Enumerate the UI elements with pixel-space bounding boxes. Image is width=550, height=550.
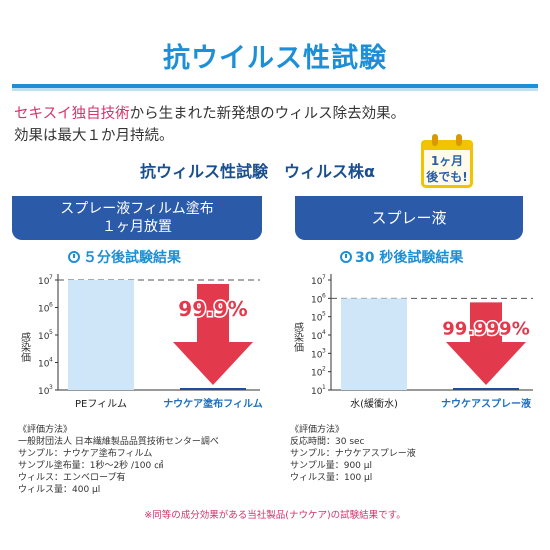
right-result-title: 30 秒後試験結果	[340, 247, 463, 267]
clock-icon	[68, 251, 80, 263]
note-line: ウィルス：エンベロープ有	[18, 473, 126, 483]
calendar-icon: 1ヶ月 後でも!	[418, 130, 476, 190]
y-tick-label: 10	[311, 387, 323, 397]
left-notes: 《評価方法》 一般財団法人 日本繊維製品品質技術センター調べ サンプル：ナウケア…	[18, 424, 219, 496]
category-label: ナウケアスプレー液	[441, 397, 531, 410]
y-tick-label: 10	[311, 295, 323, 305]
intro-line-1: セキスイ独自技術から生まれた新発想のウィルス除去効果。	[14, 102, 405, 123]
category-label: PEフィルム	[75, 398, 127, 410]
reduction-arrow	[446, 302, 526, 385]
right-header-text: スプレー液	[371, 209, 447, 227]
note-line: サンプル：ナウケアスプレー液	[290, 449, 416, 459]
y-tick-label: 10	[38, 360, 50, 370]
note-line: ウィルス量：100 µl	[290, 473, 373, 483]
y-tick-exponent: 3	[49, 384, 53, 391]
y-tick-label: 10	[38, 305, 50, 315]
left-result-title: ５分後試験結果	[68, 247, 181, 267]
y-tick-label: 10	[311, 350, 323, 360]
calendar-header	[421, 140, 473, 150]
left-header-line-1: スプレー液フィルム塗布	[60, 201, 214, 217]
category-label: 水(緩衝水)	[350, 397, 398, 410]
calendar-ring	[432, 134, 438, 146]
intro-accent-text: セキスイ独自技術	[14, 106, 130, 122]
category-label: ナウケア塗布フィルム	[163, 397, 263, 410]
y-tick-exponent: 3	[322, 347, 326, 354]
y-tick-exponent: 7	[49, 274, 53, 281]
note-line: サンプル量：900 µl	[290, 461, 372, 471]
y-tick-label: 10	[311, 314, 323, 324]
y-tick-label: 10	[311, 332, 323, 342]
right-result-title-text: 30 秒後試験結果	[355, 250, 464, 266]
y-tick-label: 10	[38, 332, 50, 342]
left-panel-header: スプレー液フィルム塗布 １ヶ月放置	[12, 196, 262, 240]
note-line: 反応時間：30 sec	[290, 437, 365, 447]
y-tick-exponent: 1	[322, 384, 326, 391]
y-tick-exponent: 4	[322, 329, 326, 336]
left-header-line-2: １ヶ月放置	[102, 219, 172, 235]
note-line: ウィルス量：400 µl	[18, 485, 101, 495]
y-tick-exponent: 4	[49, 357, 53, 364]
bar-control	[341, 298, 407, 390]
y-tick-exponent: 2	[322, 366, 326, 373]
test-subtitle: 抗ウィルス性試験 ウィルス株α	[140, 162, 375, 181]
note-line: サンプル塗布量：1秒～2秒 /100 ㎠	[18, 461, 164, 471]
bar-treated	[180, 388, 246, 390]
footnote: ※同等の成分効果がある当社製品(ナウケア)の試験結果です。	[144, 510, 406, 521]
reduction-label: 99.999%	[442, 318, 530, 339]
note-line: 一般財団法人 日本繊維製品品質技術センター調べ	[18, 437, 219, 447]
intro-line-2: 効果は最大１か月持続。	[14, 128, 174, 144]
reduction-arrow	[173, 284, 253, 385]
y-tick-exponent: 6	[49, 302, 53, 309]
reduction-label: 99.9%	[178, 297, 247, 321]
y-tick-label: 10	[38, 387, 50, 397]
y-tick-exponent: 7	[322, 274, 326, 281]
page-title: 抗ウイルス性試験	[163, 43, 387, 74]
badge-line-1: 1ヶ月	[430, 154, 464, 168]
left-chart: 感染価 10 3 10 4 10 5 10 6 10 7 99.9% PEフィルム ナウケア塗布フィルム	[10, 262, 275, 426]
y-tick-label: 10	[311, 369, 323, 379]
y-tick-label: 10	[311, 277, 323, 287]
right-panel-header: スプレー液	[295, 196, 523, 240]
intro-line-1-rest: から生まれた新発想のウィルス除去効果。	[129, 106, 406, 122]
y-tick-label: 10	[38, 277, 50, 287]
note-line: サンプル：ナウケア塗布フィルム	[18, 449, 153, 459]
y-tick-exponent: 5	[49, 329, 53, 336]
bar-control	[68, 280, 134, 390]
calendar-ring	[456, 134, 462, 146]
y-tick-exponent: 5	[322, 311, 326, 318]
note-line: 《評価方法》	[290, 425, 345, 435]
right-notes: 《評価方法》 反応時間：30 sec サンプル：ナウケアスプレー液 サンプル量：…	[290, 424, 416, 484]
clock-icon	[340, 251, 352, 263]
left-result-title-text: ５分後試験結果	[83, 250, 181, 266]
y-tick-exponent: 6	[322, 292, 326, 299]
badge-line-2: 後でも!	[426, 170, 468, 184]
right-chart: 感染価 10 1 10 2 10 3 10 4 10 5 10 6 10 7 99.999% 水(緩衝水) ナウ…	[283, 262, 548, 426]
title-underline	[12, 84, 538, 88]
left-y-axis-label: 感染価	[19, 331, 31, 362]
title-underline-light	[12, 88, 538, 91]
bar-treated	[453, 388, 519, 390]
right-y-axis-label: 感染価	[292, 321, 304, 352]
note-line: 《評価方法》	[18, 425, 73, 435]
